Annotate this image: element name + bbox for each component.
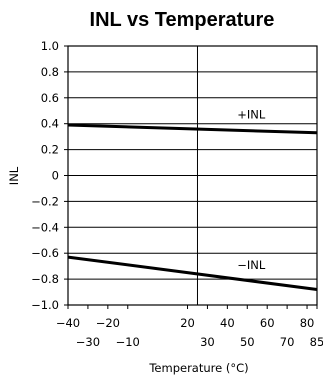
y-tick-label-1: 0.8 [41, 65, 59, 79]
x-tick-label-upper-0: −40 [56, 316, 80, 330]
series-layer [67, 123, 318, 291]
x-tick-labels: −40 −20 20 40 60 80 −30 −10 30 50 70 85 [56, 316, 323, 349]
series-line-0 [67, 123, 318, 135]
x-tick-label-lower-1: −10 [116, 335, 140, 349]
x-tick-label-lower-5: 85 [310, 335, 323, 349]
x-tick-label-upper-5: 80 [300, 316, 315, 330]
grid-layer [64, 45, 318, 309]
series-line-1 [67, 255, 318, 291]
y-tick-label-6: −0.2 [31, 194, 59, 208]
x-tick-label-lower-2: 30 [200, 335, 215, 349]
x-tick-label-upper-1: −20 [96, 316, 120, 330]
y-tick-labels: 1.0 0.8 0.6 0.4 0.2 0 −0.2 −0.4 −0.6 −0.8 −1.0 [31, 39, 59, 312]
y-tick-label-7: −0.4 [31, 220, 59, 234]
y-tick-label-8: −0.6 [31, 246, 59, 260]
y-tick-label-5: 0 [52, 169, 59, 183]
x-tick-label-lower-0: −30 [76, 335, 100, 349]
x-tick-label-upper-4: 60 [260, 316, 275, 330]
chart-title: INL vs Temperature [90, 9, 275, 31]
annotations: +INL −INL [237, 108, 266, 272]
y-tick-label-2: 0.6 [41, 91, 59, 105]
y-tick-label-9: −0.8 [31, 272, 59, 286]
x-axis-label: Temperature (°C) [148, 361, 248, 375]
series-annotation-1: −INL [237, 258, 266, 272]
x-tick-label-upper-3: 40 [220, 316, 235, 330]
series-annotation-0: +INL [237, 108, 266, 122]
x-tick-label-upper-2: 20 [180, 316, 195, 330]
y-axis-label: INL [7, 166, 21, 185]
y-tick-label-4: 0.2 [41, 143, 59, 157]
x-tick-label-lower-4: 70 [280, 335, 295, 349]
y-tick-label-0: 1.0 [41, 39, 59, 53]
x-tick-label-lower-3: 50 [240, 335, 255, 349]
y-tick-label-3: 0.4 [41, 117, 59, 131]
y-tick-label-10: −1.0 [31, 298, 59, 312]
